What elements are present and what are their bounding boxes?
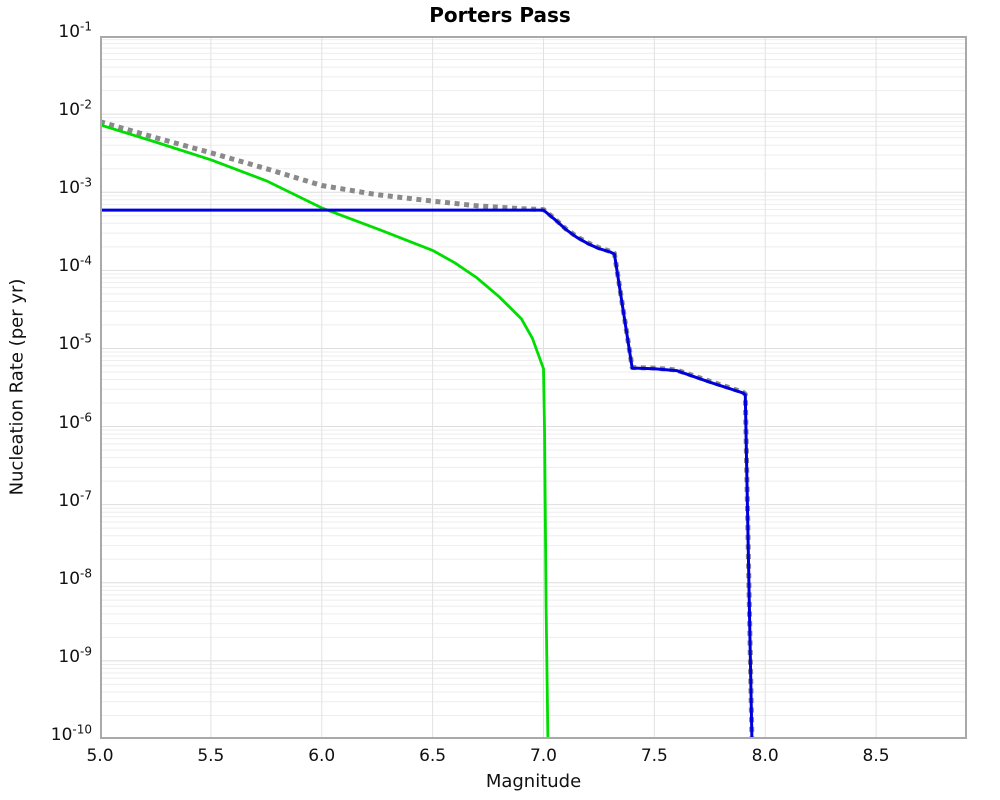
y-tick-label: 10-8 xyxy=(58,566,92,589)
series-characteristic-blue xyxy=(100,208,754,739)
y-tick-label: 10-6 xyxy=(58,409,92,433)
chart-title: Porters Pass xyxy=(429,3,571,27)
plot-border xyxy=(100,36,967,739)
chart-canvas xyxy=(100,36,967,739)
x-tick-label: 8.5 xyxy=(862,746,890,766)
x-tick-label: 7.5 xyxy=(640,746,668,766)
y-tick-label: 10-5 xyxy=(58,331,92,355)
x-tick-label: 5.5 xyxy=(197,746,225,766)
plot-background xyxy=(100,36,967,739)
y-tick-label: 10-10 xyxy=(50,722,92,745)
y-tick-label: 10-9 xyxy=(58,644,92,667)
x-tick-label: 5.0 xyxy=(86,746,114,766)
x-tick-label: 6.0 xyxy=(308,746,336,766)
y-tick-label: 10-1 xyxy=(58,19,92,42)
y-axis-label: Nucleation Rate (per yr) xyxy=(6,278,28,496)
y-tick-label: 10-7 xyxy=(58,488,92,511)
x-axis-label: Magnitude xyxy=(485,771,582,792)
x-tick-label: 8.0 xyxy=(751,746,779,766)
x-tick-label: 7.0 xyxy=(529,746,557,766)
y-tick-label: 10-2 xyxy=(58,97,92,121)
series-exponential-tapered-green xyxy=(100,123,550,739)
x-tick-label: 6.5 xyxy=(419,746,447,766)
y-tick-label: 10-4 xyxy=(58,253,92,277)
y-tick-label: 10-3 xyxy=(58,175,92,199)
plot-area xyxy=(100,36,967,739)
